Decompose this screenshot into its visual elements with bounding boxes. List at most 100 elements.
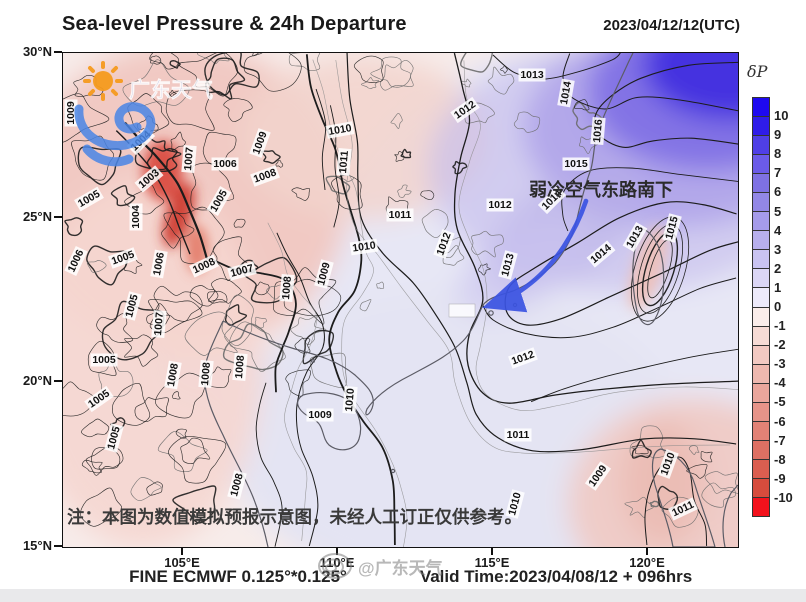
colorbar-cell bbox=[753, 117, 769, 136]
weather-map-page: Sea-level Pressure & 24h Departure 2023/… bbox=[0, 0, 806, 602]
svg-text:1009: 1009 bbox=[308, 409, 332, 421]
lat-axis-tick bbox=[54, 51, 62, 53]
svg-text:1008: 1008 bbox=[280, 276, 294, 300]
svg-text:1012: 1012 bbox=[488, 199, 512, 211]
lat-axis-tick bbox=[54, 545, 62, 547]
svg-text:1007: 1007 bbox=[182, 147, 196, 171]
colorbar-tick-label: 2 bbox=[774, 261, 800, 276]
contour-label: 1011 bbox=[336, 148, 351, 176]
contour-label: 1004 bbox=[130, 204, 143, 231]
lon-axis-tick bbox=[491, 548, 493, 555]
contour-label: 1008 bbox=[232, 353, 247, 381]
colorbar-tick-label: 9 bbox=[774, 127, 800, 142]
colorbar-tick-label: -7 bbox=[774, 433, 800, 448]
colorbar-cell bbox=[753, 308, 769, 327]
colorbar-cell bbox=[753, 403, 769, 422]
contour-label: 1007 bbox=[151, 310, 166, 338]
gdweather-logo-text: 广东天气 bbox=[129, 78, 213, 102]
contour-label: 1012 bbox=[487, 199, 514, 212]
cold-air-annotation: 弱冷空气东路南下 bbox=[529, 179, 673, 200]
svg-text:1008: 1008 bbox=[233, 355, 247, 379]
colorbar-cell bbox=[753, 98, 769, 117]
colorbar-cell bbox=[753, 250, 769, 269]
colorbar-tick-label: -8 bbox=[774, 452, 800, 467]
colorbar-tick-label: 1 bbox=[774, 280, 800, 295]
svg-text:1011: 1011 bbox=[389, 209, 412, 221]
colorbar-cell bbox=[753, 269, 769, 288]
colorbar-tick-label: 5 bbox=[774, 204, 800, 219]
svg-text:1005: 1005 bbox=[92, 354, 116, 366]
svg-text:1006: 1006 bbox=[213, 158, 237, 170]
lon-axis-tick bbox=[336, 548, 338, 555]
lat-axis-label: 30°N bbox=[12, 44, 52, 59]
colorbar-tick-label: -2 bbox=[774, 337, 800, 352]
colorbar-cell bbox=[753, 212, 769, 231]
colorbar-tick-label: 10 bbox=[774, 108, 800, 123]
colorbar-cell bbox=[753, 460, 769, 479]
contour-label: 1008 bbox=[279, 274, 294, 302]
colorbar-cell bbox=[753, 384, 769, 403]
colorbar-tick-label: -9 bbox=[774, 471, 800, 486]
colorbar-tick-label: -5 bbox=[774, 394, 800, 409]
svg-text:1011: 1011 bbox=[337, 150, 351, 174]
pressure-map: 1009100410031007100610091008100510041005… bbox=[63, 53, 738, 547]
colorbar-cell bbox=[753, 441, 769, 460]
colorbar-tick-label: -1 bbox=[774, 318, 800, 333]
svg-text:1015: 1015 bbox=[564, 158, 588, 170]
contour-label: 1016 bbox=[590, 117, 605, 145]
lon-axis-tick bbox=[181, 548, 183, 555]
colorbar-tick-label: 0 bbox=[774, 299, 800, 314]
colorbar-tick-label: 4 bbox=[774, 223, 800, 238]
colorbar bbox=[752, 97, 770, 517]
lon-axis-tick bbox=[646, 548, 648, 555]
colorbar-tick-label: -10 bbox=[774, 490, 800, 505]
contour-label: 1010 bbox=[342, 386, 357, 414]
contour-label: 1013 bbox=[519, 69, 546, 82]
svg-text:1011: 1011 bbox=[507, 429, 530, 441]
colorbar-cell bbox=[753, 193, 769, 212]
lat-axis-label: 20°N bbox=[12, 373, 52, 388]
colorbar-tick-label: -4 bbox=[774, 375, 800, 390]
contour-label: 1008 bbox=[198, 360, 213, 388]
colorbar-tick-label: 8 bbox=[774, 146, 800, 161]
page-title: Sea-level Pressure & 24h Departure bbox=[62, 13, 407, 36]
contour-label: 1005 bbox=[91, 354, 118, 367]
contour-label: 1015 bbox=[563, 158, 590, 171]
colorbar-cell bbox=[753, 231, 769, 250]
disclaimer-note: 注：本图为数值模拟预报示意图，未经人工订正仅供参考。 bbox=[67, 507, 522, 527]
colorbar-cell bbox=[753, 498, 769, 516]
svg-text:1004: 1004 bbox=[130, 205, 142, 229]
lat-axis-tick bbox=[54, 216, 62, 218]
colorbar-cell bbox=[753, 365, 769, 384]
colorbar-cell bbox=[753, 155, 769, 174]
colorbar-tick-label: 6 bbox=[774, 184, 800, 199]
contour-label: 1011 bbox=[387, 209, 414, 222]
valid-time-label: Valid Time:2023/04/08/12 + 096hrs bbox=[406, 567, 706, 587]
contour-label: 1009 bbox=[307, 409, 334, 422]
colorbar-cell bbox=[753, 327, 769, 346]
bottom-edge-strip bbox=[0, 589, 806, 602]
map-frame: 1009100410031007100610091008100510041005… bbox=[62, 52, 739, 548]
colorbar-tick-label: -6 bbox=[774, 414, 800, 429]
svg-text:1007: 1007 bbox=[152, 312, 166, 336]
colorbar-tick-label: -3 bbox=[774, 356, 800, 371]
colorbar-tick-label: 3 bbox=[774, 242, 800, 257]
svg-text:1010: 1010 bbox=[343, 388, 357, 412]
contour-label: 1011 bbox=[505, 429, 532, 442]
svg-text:1013: 1013 bbox=[520, 69, 544, 81]
lat-axis-label: 25°N bbox=[12, 209, 52, 224]
lat-axis-label: 15°N bbox=[12, 538, 52, 553]
colorbar-cell bbox=[753, 136, 769, 155]
lat-axis-tick bbox=[54, 380, 62, 382]
svg-text:1016: 1016 bbox=[591, 119, 605, 143]
svg-text:1008: 1008 bbox=[199, 362, 213, 386]
contour-label: 1007 bbox=[181, 145, 196, 173]
colorbar-cell bbox=[753, 174, 769, 193]
run-datetime: 2023/04/12/12(UTC) bbox=[603, 17, 740, 34]
colorbar-cell bbox=[753, 422, 769, 441]
colorbar-tick-label: 7 bbox=[774, 165, 800, 180]
colorbar-cell bbox=[753, 288, 769, 307]
contour-label: 1006 bbox=[212, 158, 239, 171]
city-highlight-chip bbox=[449, 304, 475, 317]
model-resolution-label: FINE ECMWF 0.125°*0.125° bbox=[108, 567, 368, 587]
